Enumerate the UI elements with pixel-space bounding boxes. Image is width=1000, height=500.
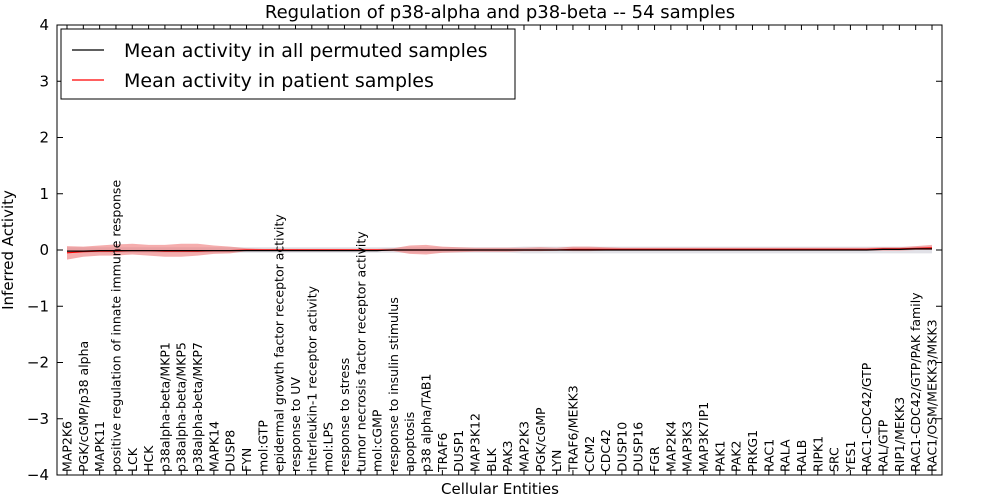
legend-label-patient: Mean activity in patient samples — [124, 70, 434, 92]
x-tick-label: response to stress — [337, 358, 352, 472]
x-tick-label: p38alpha-beta/MKP5 — [174, 342, 189, 472]
x-tick-label: DUSP16 — [631, 422, 646, 472]
x-tick-label: PAK3 — [500, 441, 515, 472]
x-tick-label: RIP1/MEKK3 — [892, 397, 907, 472]
legend: Mean activity in all permuted samples Me… — [60, 28, 516, 100]
x-tick-label: p38alpha-beta/MKP1 — [157, 342, 172, 472]
x-tick-label: HCK — [141, 445, 156, 472]
x-tick-label: RAC1 — [761, 439, 776, 472]
x-tick-label: MAP3K12 — [468, 413, 483, 472]
y-tick-label: −4 — [27, 466, 49, 484]
x-tick-label: LYN — [549, 450, 564, 472]
y-tick-label: −1 — [27, 297, 49, 315]
x-tick-label: mol:LPS — [321, 422, 336, 472]
legend-label-permuted: Mean activity in all permuted samples — [124, 40, 487, 62]
y-tick-label: 3 — [39, 72, 49, 90]
x-tick-label: positive regulation of innate immune res… — [108, 180, 123, 472]
x-tick-label: interleukin-1 receptor activity — [304, 285, 319, 472]
x-tick-label: DUSP8 — [223, 430, 238, 472]
legend-box — [60, 28, 516, 100]
x-tick-label: RIPK1 — [810, 436, 825, 472]
x-tick-label: MAPK11 — [92, 421, 107, 472]
x-tick-label: RAL/GTP — [876, 419, 891, 472]
x-tick-label: FYN — [239, 448, 254, 472]
chart-title: Regulation of p38-alpha and p38-beta -- … — [265, 2, 735, 23]
x-tick-label: tumor necrosis factor receptor activity — [353, 231, 368, 472]
x-tick-label: RALA — [778, 439, 793, 472]
x-tick-label: RAC1-CDC42/GTP/PAK family — [908, 292, 923, 472]
x-tick-label: BLK — [484, 447, 499, 472]
x-tick-label: LCK — [125, 447, 140, 472]
x-tick-label: DUSP1 — [451, 430, 466, 472]
x-tick-label: mol:GTP — [255, 420, 270, 472]
y-tick-label: 0 — [39, 241, 49, 259]
y-axis-label: Inferred Activity — [0, 190, 17, 310]
y-tick-label: 1 — [39, 185, 49, 203]
x-tick-label: YES1 — [843, 441, 858, 473]
x-tick-label: PGK/cGMP/p38 alpha — [76, 341, 91, 472]
x-tick-label: PAK1 — [712, 441, 727, 472]
x-tick-label: MAP3K7IP1 — [696, 402, 711, 472]
x-tick-label: FGR — [647, 446, 662, 472]
y-tick-label: −3 — [27, 410, 49, 428]
x-tick-label: response to insulin stimulus — [386, 297, 401, 472]
y-tick-label: −2 — [27, 354, 49, 372]
x-tick-label: MAP2K4 — [663, 421, 678, 472]
x-tick-label: DUSP10 — [614, 422, 629, 472]
x-tick-label: response to UV — [288, 377, 303, 472]
y-tick-label: 4 — [39, 16, 49, 34]
x-tick-label: TRAF6 — [435, 432, 450, 473]
x-tick-label: RAC1/OSM/MEKK3/MKK3 — [925, 319, 940, 472]
x-tick-label: p38 alpha/TAB1 — [419, 374, 434, 472]
x-tick-label: TRAF6/MEKK3 — [565, 385, 580, 473]
x-tick-label: RAC1-CDC42/GTP — [859, 362, 874, 472]
x-tick-label: SRC — [827, 447, 842, 472]
x-tick-label: mol:cGMP — [370, 409, 385, 472]
x-axis-label: Cellular Entities — [441, 480, 559, 498]
x-tick-label: PRKG1 — [745, 430, 760, 472]
x-tick-label: PGK/cGMP — [533, 407, 548, 472]
x-tick-label: MAPK14 — [206, 421, 221, 472]
x-tick-label: epidermal growth factor receptor activit… — [272, 214, 287, 472]
series-line-permuted — [67, 248, 932, 252]
x-tick-label: apoptosis — [402, 412, 417, 472]
x-tick-label: PAK2 — [729, 441, 744, 472]
x-tick-label: MAP2K3 — [516, 421, 531, 472]
x-tick-label: MAP3K3 — [680, 421, 695, 472]
y-tick-label: 2 — [39, 129, 49, 147]
x-tick-label: CDC42 — [598, 429, 613, 472]
x-tick-label: RALB — [794, 440, 809, 472]
x-tick-label: CCM2 — [582, 436, 597, 472]
x-tick-label: MAP2K6 — [60, 421, 75, 472]
band-patient — [67, 243, 932, 260]
x-tick-label: p38alpha-beta/MKP7 — [190, 342, 205, 472]
